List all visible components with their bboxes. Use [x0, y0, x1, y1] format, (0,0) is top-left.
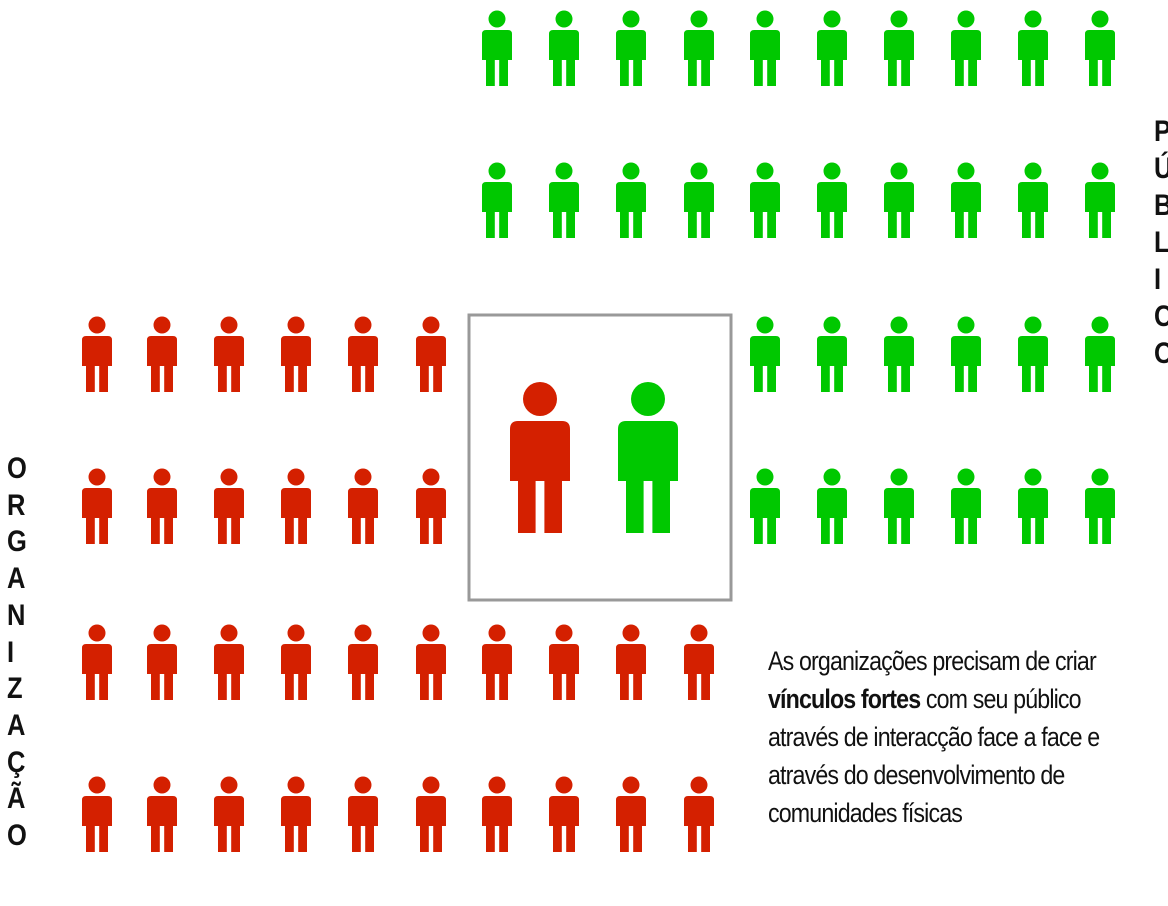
public-person-icon [1018, 10, 1048, 86]
organization-person-icon [616, 776, 646, 852]
caption-bold-phrase: vínculos fortes [768, 684, 921, 714]
organization-person-icon [684, 776, 714, 852]
publico-label-letter: L [1154, 228, 1168, 258]
public-person-icon [884, 162, 914, 238]
organizacao-label-letter: A [7, 708, 26, 742]
organization-person-icon [348, 624, 378, 700]
organization-person-icon [281, 776, 311, 852]
publico-label-letter: Ú [1154, 154, 1168, 184]
caption-line-1: As organizações precisam de criar [768, 646, 1097, 676]
organization-person-icon [684, 624, 714, 700]
publico-label-letter: B [1154, 191, 1168, 221]
public-person-icon [817, 316, 847, 392]
organization-person-icon [348, 316, 378, 392]
organization-person-icon [416, 468, 446, 544]
public-person-icon [951, 162, 981, 238]
publico-label-letter: O [1154, 339, 1168, 369]
organizacao-label-letter: Ã [7, 782, 26, 816]
public-person-icon [482, 10, 512, 86]
caption-text: As organizações precisam de criar víncul… [768, 642, 1129, 832]
publico-label-letter: I [1154, 263, 1162, 296]
public-person-icon [750, 10, 780, 86]
organizacao-label-letter: O [7, 819, 27, 852]
organization-person-icon [616, 624, 646, 700]
organization-person-icon [348, 776, 378, 852]
caption-line-2-rest: com seu público [920, 684, 1082, 714]
organization-person-icon [214, 468, 244, 544]
public-person-icon [750, 162, 780, 238]
public-person-icon [750, 468, 780, 544]
highlight-frame [467, 313, 733, 602]
organizacao-label-letter: R [7, 488, 26, 522]
organizacao-label-letter: I [7, 635, 15, 669]
public-person-icon [884, 316, 914, 392]
organization-person-icon [82, 776, 112, 852]
organization-person-icon [416, 776, 446, 852]
public-person-icon [951, 10, 981, 86]
organization-person-icon [82, 468, 112, 544]
organization-person-icon [281, 316, 311, 392]
organization-person-icon [482, 624, 512, 700]
public-person-icon [549, 162, 579, 238]
highlighted-public-person-icon [618, 382, 678, 533]
organization-person-icon [147, 316, 177, 392]
public-person-icon [684, 162, 714, 238]
caption-line-5: comunidades físicas [768, 798, 963, 828]
organizacao-label-letter: O [7, 452, 27, 485]
organizacao-label-letter: N [7, 598, 26, 632]
organization-person-icon [214, 624, 244, 700]
public-person-icon [951, 468, 981, 544]
organization-person-icon [82, 624, 112, 700]
publico-label-letter: C [1154, 302, 1168, 332]
organization-person-icon [281, 624, 311, 700]
public-person-icon [482, 162, 512, 238]
public-person-icon [684, 10, 714, 86]
organization-person-icon [147, 776, 177, 852]
organization-person-icon [214, 316, 244, 392]
public-person-icon [549, 10, 579, 86]
organizacao-label-letter: G [7, 525, 27, 559]
public-person-icon [616, 10, 646, 86]
public-person-icon [817, 468, 847, 544]
public-person-icon [1085, 162, 1115, 238]
organization-person-icon [416, 316, 446, 392]
public-person-icon [951, 316, 981, 392]
public-person-icon [1018, 316, 1048, 392]
caption-line-4: através do desenvolvimento de [768, 760, 1065, 790]
organizacao-label-letter: A [7, 562, 26, 596]
public-person-icon [817, 162, 847, 238]
public-person-icon [1018, 468, 1048, 544]
organization-person-icon [416, 624, 446, 700]
organization-person-icon [214, 776, 244, 852]
public-person-icon [1085, 10, 1115, 86]
caption-line-3: através de interacção face a face e [768, 722, 1100, 752]
organization-person-icon [147, 468, 177, 544]
public-person-icon [1018, 162, 1048, 238]
public-person-icon [884, 10, 914, 86]
organization-person-icon [482, 776, 512, 852]
organization-person-icon [147, 624, 177, 700]
public-person-icon [1085, 468, 1115, 544]
public-person-icon [1085, 316, 1115, 392]
public-person-icon [884, 468, 914, 544]
organizacao-label-letter: Z [7, 672, 23, 706]
public-person-icon [750, 316, 780, 392]
public-person-icon [616, 162, 646, 238]
organization-person-icon [549, 776, 579, 852]
organization-person-icon [549, 624, 579, 700]
public-person-icon [817, 10, 847, 86]
organization-person-icon [82, 316, 112, 392]
organization-person-icon [281, 468, 311, 544]
highlighted-organization-person-icon [510, 382, 570, 533]
organizacao-label-letter: Ç [7, 745, 26, 779]
publico-label-letter: P [1154, 117, 1168, 147]
caption-line-2: vínculos fortes com seu público [768, 680, 1129, 718]
organization-person-icon [348, 468, 378, 544]
